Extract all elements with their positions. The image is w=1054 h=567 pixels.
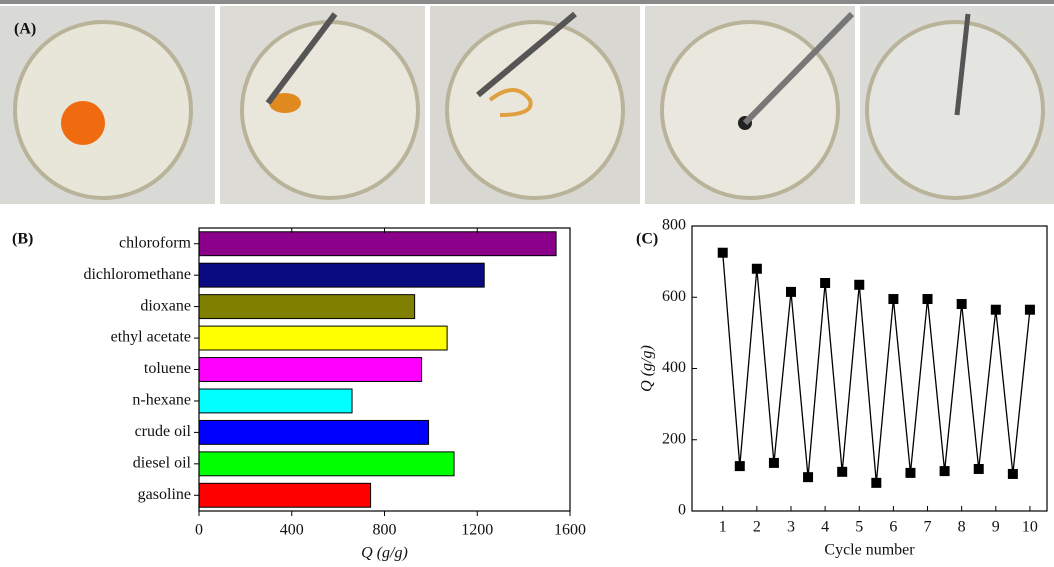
- bar: [199, 358, 422, 382]
- y-tick-label: 600: [662, 288, 686, 305]
- marker: [854, 280, 864, 290]
- photos: (A): [0, 6, 1054, 204]
- bar: [199, 263, 484, 287]
- bar: [199, 483, 371, 507]
- marker: [905, 468, 915, 478]
- y-tick-label: 400: [662, 359, 686, 376]
- y-tick-label: gasoline: [138, 486, 191, 503]
- x-tick-label: 9: [992, 519, 1000, 536]
- x-tick-label: 3: [787, 519, 795, 536]
- marker: [803, 472, 813, 482]
- marker: [718, 248, 728, 258]
- plot-frame: [692, 226, 1047, 511]
- y-tick-label: diesel oil: [133, 455, 192, 472]
- x-tick-label: 0: [195, 522, 203, 539]
- x-tick-label: 1600: [554, 522, 586, 539]
- y-tick-label: dioxane: [140, 297, 191, 314]
- bar: [199, 452, 454, 476]
- marker: [735, 461, 745, 471]
- y-axis-title: Q (g/g): [639, 345, 656, 392]
- dish: [242, 22, 418, 198]
- bar: [199, 389, 352, 413]
- marker: [837, 467, 847, 477]
- marker: [752, 264, 762, 274]
- x-tick-label: 10: [1022, 519, 1038, 536]
- bar: [199, 420, 429, 444]
- y-tick-label: dichloromethane: [83, 266, 191, 283]
- dye-spot: [61, 101, 105, 145]
- x-tick-label: 800: [373, 522, 397, 539]
- x-tick-label: 1: [719, 519, 727, 536]
- marker: [871, 478, 881, 488]
- marker: [974, 464, 984, 474]
- x-axis-title: Q (g/g): [361, 545, 408, 562]
- bar: [199, 326, 447, 350]
- dish: [662, 22, 838, 198]
- panel-label: (A): [14, 21, 36, 38]
- y-tick-label: ethyl acetate: [111, 329, 191, 346]
- y-tick-label: crude oil: [135, 423, 192, 440]
- marker: [923, 294, 933, 304]
- figure: (A) chloroform dichloromethane dioxane ethy…: [0, 0, 1054, 567]
- y-tick-label: toluene: [144, 360, 191, 377]
- series-line: [723, 253, 1030, 483]
- marker: [1008, 469, 1018, 479]
- x-axis-title: Cycle number: [824, 542, 915, 559]
- x-tick-label: 400: [280, 522, 304, 539]
- y-tick-label: n-hexane: [132, 392, 191, 409]
- x-tick-label: 4: [821, 519, 829, 536]
- x-tick-label: 5: [855, 519, 863, 536]
- marker: [940, 466, 950, 476]
- top-rule: [0, 0, 1054, 4]
- bar: [199, 295, 415, 319]
- y-tick-label: 0: [678, 502, 686, 519]
- x-tick-label: 2: [753, 519, 761, 536]
- x-tick-label: 8: [958, 519, 966, 536]
- marker: [1025, 305, 1035, 315]
- marker: [769, 458, 779, 468]
- x-tick-label: 6: [889, 519, 897, 536]
- y-tick-label: chloroform: [119, 234, 192, 251]
- dish: [867, 22, 1043, 198]
- marker: [957, 299, 967, 309]
- marker: [820, 278, 830, 288]
- marker: [786, 287, 796, 297]
- panel-label: (B): [12, 231, 33, 248]
- x-tick-label: 1200: [461, 522, 493, 539]
- bar: [199, 232, 556, 256]
- y-tick-label: 800: [662, 217, 686, 234]
- dish: [15, 22, 191, 198]
- x-tick-label: 7: [924, 519, 932, 536]
- marker: [888, 294, 898, 304]
- y-tick-label: 200: [662, 430, 686, 447]
- panel-label: (C): [636, 231, 658, 248]
- marker: [991, 305, 1001, 315]
